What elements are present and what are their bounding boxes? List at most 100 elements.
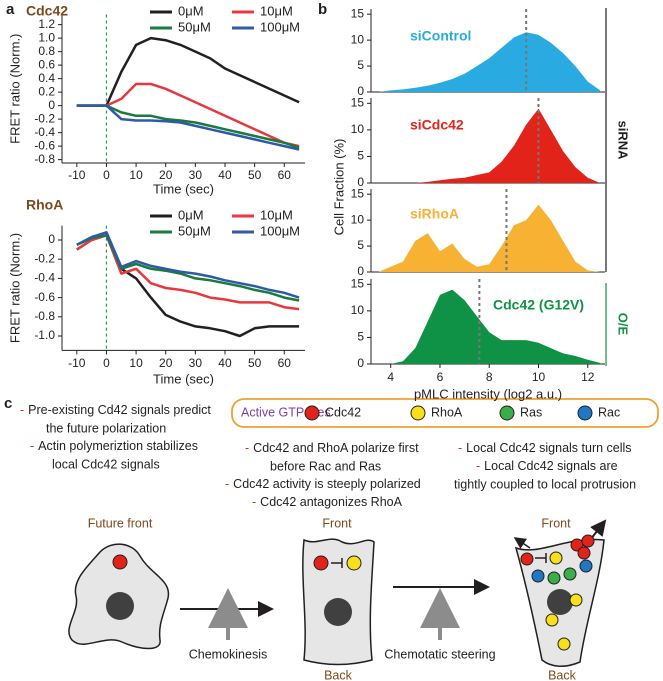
y-axis-label: FRET ratio (Norm.) bbox=[7, 233, 22, 343]
legend-dot bbox=[410, 405, 426, 421]
note: - Pre-existing Cd42 signals predict bbox=[20, 403, 211, 417]
y-tick-label: 5 bbox=[357, 149, 364, 163]
y-tick-label: 15 bbox=[351, 6, 365, 20]
gtpase-dot bbox=[346, 555, 362, 571]
x-tick-label: 4 bbox=[387, 370, 394, 384]
y-tick-label: 1.0 bbox=[38, 30, 55, 44]
note: - Cdc42 antagonizes RhoA bbox=[252, 495, 403, 509]
y-tick-label: -0.6 bbox=[34, 290, 55, 304]
gtpase-dot bbox=[579, 559, 593, 573]
series-line bbox=[76, 231, 300, 299]
group-label: siRNA bbox=[616, 120, 631, 160]
y-tick-label: 5 bbox=[357, 58, 364, 72]
note: - Local Cdc42 signals turn cells bbox=[458, 441, 632, 455]
legend-dot bbox=[577, 405, 593, 421]
legend-label: RhoA bbox=[431, 405, 463, 419]
y-tick-label: 0 bbox=[357, 175, 364, 189]
y-tick-label: 0.4 bbox=[38, 71, 55, 85]
y-tick-label: 0 bbox=[357, 356, 364, 370]
y-tick-label: -0.2 bbox=[34, 111, 55, 125]
legend-dot bbox=[499, 405, 515, 421]
x-tick-label: -10 bbox=[68, 168, 86, 182]
chart-title: siRhoA bbox=[410, 206, 459, 222]
x-tick-label: 20 bbox=[159, 168, 173, 182]
transition-label: Chemotatic steering bbox=[384, 647, 495, 661]
gtpase-dot bbox=[545, 613, 559, 627]
y-tick-label: -0.4 bbox=[34, 271, 55, 285]
x-tick-label: 6 bbox=[437, 370, 444, 384]
cell-label: Front bbox=[541, 516, 571, 530]
y-tick-label: 0 bbox=[48, 232, 55, 246]
area bbox=[378, 32, 601, 92]
legend-dot bbox=[304, 405, 320, 421]
y-tick-label: -0.6 bbox=[34, 138, 55, 152]
y-tick-label: 10 bbox=[351, 122, 365, 136]
panel-label: c bbox=[4, 395, 12, 412]
y-tick-label: 0 bbox=[48, 98, 55, 112]
legend-box bbox=[231, 398, 659, 428]
y-tick-label: 15 bbox=[351, 276, 365, 290]
x-axis-label: Time (sec) bbox=[153, 371, 214, 386]
x-tick-label: 40 bbox=[218, 356, 232, 370]
gtpase-dot bbox=[313, 555, 329, 571]
x-tick-label: 12 bbox=[581, 370, 595, 384]
x-tick-label: 50 bbox=[248, 168, 262, 182]
note: - Local Cdc42 signals are bbox=[476, 459, 618, 473]
note-line: Cdc42 and RhoA polarize first bbox=[253, 441, 419, 455]
y-tick-label: 10 bbox=[351, 32, 365, 46]
legend-label: 100μM bbox=[260, 223, 300, 238]
chart-title: Cdc42 (G12V) bbox=[493, 297, 584, 313]
note-line: Cdc42 activity is steeply polarized bbox=[233, 477, 421, 491]
cell-label: Front bbox=[322, 516, 352, 530]
gtpase-dot bbox=[577, 546, 591, 560]
y-tick-label: -0.8 bbox=[34, 152, 55, 166]
x-tick-label: 8 bbox=[486, 370, 493, 384]
note-line: the future polarization bbox=[46, 421, 166, 435]
legend-label: 10μM bbox=[260, 207, 293, 222]
x-tick-label: 30 bbox=[189, 356, 203, 370]
legend-label: 0μM bbox=[178, 3, 204, 18]
x-tick-label: 10 bbox=[129, 168, 143, 182]
note-line: Local Cdc42 signals are bbox=[484, 459, 617, 473]
note-line: Local Cdc42 signals turn cells bbox=[466, 441, 631, 455]
y-tick-label: 15 bbox=[351, 186, 365, 200]
gtpase-dot bbox=[549, 551, 563, 565]
x-tick-label: 10 bbox=[129, 356, 143, 370]
note: - Cdc42 and RhoA polarize first bbox=[245, 441, 419, 455]
area bbox=[378, 108, 601, 183]
legend-label: Rac bbox=[598, 405, 620, 419]
series-line bbox=[76, 104, 300, 149]
y-tick-label: -0.8 bbox=[34, 309, 55, 323]
gtpase-dot bbox=[581, 534, 595, 548]
y-tick-label: 0 bbox=[357, 84, 364, 98]
bullet: - bbox=[225, 477, 229, 491]
note-line: before Rac and Ras bbox=[270, 459, 381, 473]
note-line: tightly coupled to local protrusion bbox=[454, 477, 636, 491]
y-tick-label: 0.2 bbox=[38, 84, 55, 98]
panel-label: b bbox=[318, 1, 327, 18]
chart-title: siCdc42 bbox=[410, 117, 464, 133]
x-tick-label: 60 bbox=[278, 356, 292, 370]
bullet: - bbox=[458, 441, 462, 455]
note: - Actin polymeriztion stabilizes bbox=[30, 439, 198, 453]
y-axis-label: Cell Fraction (%) bbox=[331, 139, 346, 236]
transition-label: Chemokinesis bbox=[189, 647, 268, 661]
legend-label: 0μM bbox=[178, 207, 204, 222]
y-tick-label: -1.0 bbox=[34, 328, 55, 342]
diagram: - Pre-existing Cd42 signals predict the f… bbox=[20, 398, 659, 681]
panel-label: a bbox=[6, 1, 15, 18]
y-tick-label: 10 bbox=[351, 212, 365, 226]
gtpase-dot bbox=[569, 593, 583, 607]
gtpase-dot bbox=[547, 571, 561, 585]
x-tick-label: 0 bbox=[103, 168, 110, 182]
gtpase-dot bbox=[557, 637, 571, 651]
y-tick-label: -0.2 bbox=[34, 251, 55, 265]
note: - Cdc42 activity is steeply polarized bbox=[225, 477, 421, 491]
nucleus bbox=[324, 598, 352, 626]
x-axis-label: pMLC intensity (log2 a.u.) bbox=[414, 386, 562, 401]
x-tick-label: 30 bbox=[189, 168, 203, 182]
arrow bbox=[513, 537, 531, 549]
legend-label: 50μM bbox=[178, 19, 211, 34]
